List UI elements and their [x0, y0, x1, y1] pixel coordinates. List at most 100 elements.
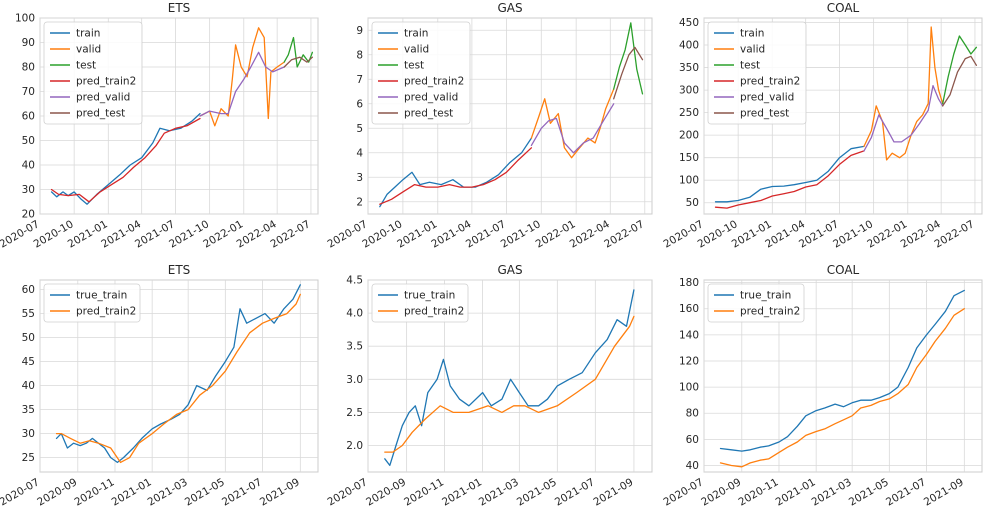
chart-5-gas: GAS 2.0 2.5 3.0 3.5 4.0 4.5 2020-072020-092020-…: [326, 263, 653, 509]
y-tick-label: 70: [22, 86, 35, 98]
series-line-true-train: [55, 284, 301, 464]
legend-label: pred_valid: [740, 92, 794, 104]
y-tick-label: 60: [686, 434, 699, 446]
y-tick-label: 4: [356, 147, 363, 159]
y-tick-label: 35: [22, 404, 35, 416]
legend-label: true_train: [404, 290, 455, 302]
x-tick-label: 2022-07: [602, 218, 646, 250]
chart-6-coal: COAL4060801001201401601802020-072020-092…: [662, 263, 983, 509]
legend-label: pred_train2: [76, 76, 136, 88]
series-line-valid: [530, 88, 615, 159]
y-tick-label: 3.5: [346, 341, 363, 353]
series-line-pred-train2: [50, 117, 201, 203]
legend: [707, 283, 805, 323]
series-line-pred-train2: [714, 150, 865, 209]
y-tick-label: 30: [22, 184, 35, 196]
series-line-true-train: [384, 289, 635, 467]
legend-label: pred_valid: [404, 92, 458, 104]
y-tick-label: 60: [22, 284, 35, 296]
y-tick-label: 160: [679, 303, 699, 315]
chart-title: ETS: [168, 1, 191, 15]
y-tick-label: 90: [22, 37, 35, 49]
y-tick-label: 9: [356, 25, 363, 37]
y-tick-label: 25: [22, 452, 35, 464]
chart-3-coal: COAL501001502002503003504004502020-07202…: [662, 1, 983, 251]
legend-label: pred_valid: [76, 92, 130, 104]
series-line-pred-test: [942, 55, 978, 107]
y-tick-label: 2.5: [346, 407, 363, 419]
legend-label: pred_train2: [404, 306, 464, 318]
legend-label: pred_train2: [76, 306, 136, 318]
series-line-train: [714, 145, 865, 203]
y-tick-label: 30: [22, 428, 35, 440]
x-tick-label: 2020-07: [326, 476, 370, 508]
chart-title: COAL: [827, 263, 860, 277]
legend-label: valid: [76, 44, 101, 56]
y-tick-label: 350: [679, 62, 699, 74]
legend-label: pred_train2: [740, 306, 800, 318]
x-tick-label: 2021-07: [220, 476, 264, 508]
y-tick-label: 20: [22, 209, 35, 221]
y-tick-label: 6: [356, 98, 363, 110]
y-tick-label: 100: [15, 13, 35, 25]
y-tick-label: 50: [686, 197, 699, 209]
x-tick-label: 2021-07: [553, 476, 597, 508]
legend-label: true_train: [740, 290, 791, 302]
x-tick-label: 2020-09: [35, 476, 79, 508]
legend: [371, 21, 471, 125]
x-tick-label: 2020-11: [736, 476, 780, 508]
y-tick-label: 150: [679, 152, 699, 164]
legend-label: true_train: [76, 290, 127, 302]
x-tick-label: 2021-05: [515, 476, 559, 508]
legend-label: valid: [740, 44, 765, 56]
series-line-pred-train2: [55, 293, 301, 464]
series-line-pred-valid: [863, 84, 944, 152]
x-tick-label: 2021-05: [847, 476, 891, 508]
legend-label: pred_test: [740, 108, 789, 120]
y-tick-label: 100: [679, 382, 699, 394]
y-tick-label: 400: [679, 40, 699, 52]
y-tick-label: 8: [356, 49, 363, 61]
legend-label: train: [404, 28, 428, 40]
y-tick-label: 2.0: [346, 440, 363, 452]
y-tick-label: 2: [356, 196, 363, 208]
x-tick-label: 2020-11: [72, 476, 116, 508]
x-tick-label: 2021-07: [884, 476, 928, 508]
legend-label: train: [76, 28, 100, 40]
y-tick-label: 60: [22, 111, 35, 123]
y-tick-label: 50: [22, 135, 35, 147]
legend-label: train: [740, 28, 764, 40]
series-line-test: [283, 36, 314, 68]
chart-2-gas: GAS234567892020-072020-102021-012021-042…: [326, 1, 653, 251]
y-tick-label: 300: [679, 85, 699, 97]
series-line-true-train: [719, 289, 965, 452]
x-tick-label: 2021-09: [591, 476, 635, 508]
legend: [371, 283, 469, 323]
chart-1-ets: ETS20304050607080901002020-072020-102021…: [0, 1, 319, 251]
legend: [43, 21, 143, 125]
series-line-pred-valid: [530, 103, 615, 154]
x-tick-label: 2021-01: [774, 476, 818, 508]
x-tick-label: 2021-01: [440, 476, 484, 508]
series-line-pred-train2: [384, 315, 635, 453]
series-line-pred-test: [613, 46, 644, 100]
x-tick-label: 2021-09: [922, 476, 966, 508]
y-tick-label: 45: [22, 356, 35, 368]
x-tick-label: 2021-09: [258, 476, 302, 508]
legend-label: pred_test: [404, 108, 453, 120]
y-tick-label: 4.5: [346, 275, 363, 287]
chart-title: GAS: [497, 1, 522, 15]
y-tick-label: 40: [22, 380, 35, 392]
y-tick-label: 120: [679, 355, 699, 367]
chart-title: GAS: [497, 263, 522, 277]
y-tick-label: 180: [679, 277, 699, 289]
legend: [43, 283, 141, 323]
x-tick-label: 2021-01: [110, 476, 154, 508]
legend-label: pred_train2: [404, 76, 464, 88]
y-tick-label: 5: [356, 123, 363, 135]
x-tick-label: 2021-03: [477, 476, 521, 508]
y-tick-label: 140: [679, 329, 699, 341]
chart-title: ETS: [168, 263, 191, 277]
x-tick-label: 2020-11: [402, 476, 446, 508]
legend-label: valid: [404, 44, 429, 56]
